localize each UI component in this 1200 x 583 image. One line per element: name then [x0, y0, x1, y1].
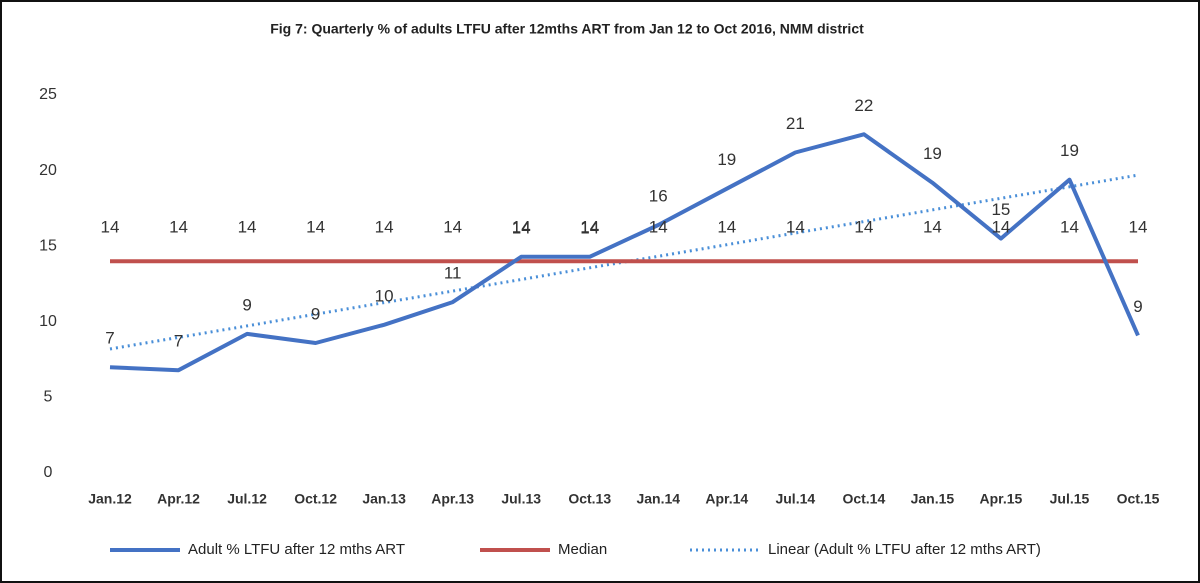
data-label: 14 — [1060, 217, 1079, 236]
data-label: 7 — [105, 329, 114, 348]
data-label: 11 — [444, 264, 462, 283]
data-label: 14 — [786, 217, 805, 236]
x-tick-label: Apr.14 — [705, 491, 748, 507]
x-tick-label: Jan.14 — [636, 491, 680, 507]
x-tick-label: Oct.15 — [1117, 491, 1160, 507]
data-label: 14 — [649, 217, 668, 236]
x-tick-label: Apr.15 — [980, 491, 1023, 507]
y-tick-label: 10 — [39, 313, 57, 330]
x-tick-label: Oct.14 — [842, 491, 885, 507]
data-label: 14 — [375, 217, 394, 236]
data-label: 14 — [512, 218, 531, 237]
legend-label: Median — [558, 541, 607, 558]
data-label: 14 — [238, 217, 257, 236]
data-label: 14 — [991, 217, 1010, 236]
data-label: 19 — [1060, 141, 1079, 160]
y-tick-label: 0 — [44, 464, 53, 481]
data-label: 14 — [306, 217, 325, 236]
x-tick-label: Jul.14 — [775, 491, 815, 507]
data-label: 14 — [580, 218, 599, 237]
data-label: 16 — [649, 187, 668, 206]
x-tick-label: Jan.13 — [362, 491, 406, 507]
data-label: 7 — [174, 332, 183, 351]
series-line — [109, 132, 1140, 373]
data-label: 19 — [717, 150, 736, 169]
data-label: 19 — [923, 144, 942, 163]
data-label: 14 — [580, 217, 599, 236]
data-label: 22 — [854, 96, 873, 115]
y-tick-label: 20 — [39, 162, 57, 179]
data-label: 14 — [443, 217, 462, 236]
x-tick-label: Jul.13 — [501, 491, 541, 507]
data-label: 9 — [1133, 297, 1142, 316]
data-label: 9 — [311, 304, 320, 323]
data-label: 21 — [786, 114, 805, 133]
data-label: 9 — [242, 295, 251, 314]
data-label: 14 — [512, 217, 531, 236]
data-label: 14 — [854, 217, 873, 236]
legend-label: Linear (Adult % LTFU after 12 mths ART) — [768, 541, 1041, 558]
data-label: 14 — [169, 217, 188, 236]
data-label: 14 — [1129, 217, 1148, 236]
data-label: 14 — [923, 217, 942, 236]
x-tick-label: Apr.12 — [157, 491, 200, 507]
x-tick-label: Apr.13 — [431, 491, 474, 507]
x-tick-label: Jan.15 — [911, 491, 955, 507]
y-tick-label: 15 — [39, 237, 57, 254]
legend-label: Adult % LTFU after 12 mths ART — [188, 541, 405, 558]
data-label: 10 — [375, 286, 394, 305]
x-tick-label: Jan.12 — [88, 491, 132, 507]
y-tick-label: 25 — [39, 86, 57, 103]
x-tick-label: Oct.13 — [568, 491, 611, 507]
data-label: 14 — [101, 217, 120, 236]
chart-title: Fig 7: Quarterly % of adults LTFU after … — [270, 21, 864, 37]
y-tick-label: 5 — [44, 389, 53, 406]
x-tick-label: Jul.12 — [227, 491, 267, 507]
x-tick-label: Jul.15 — [1050, 491, 1090, 507]
data-label: 15 — [991, 200, 1010, 219]
data-label: 14 — [717, 217, 736, 236]
x-tick-label: Oct.12 — [294, 491, 337, 507]
